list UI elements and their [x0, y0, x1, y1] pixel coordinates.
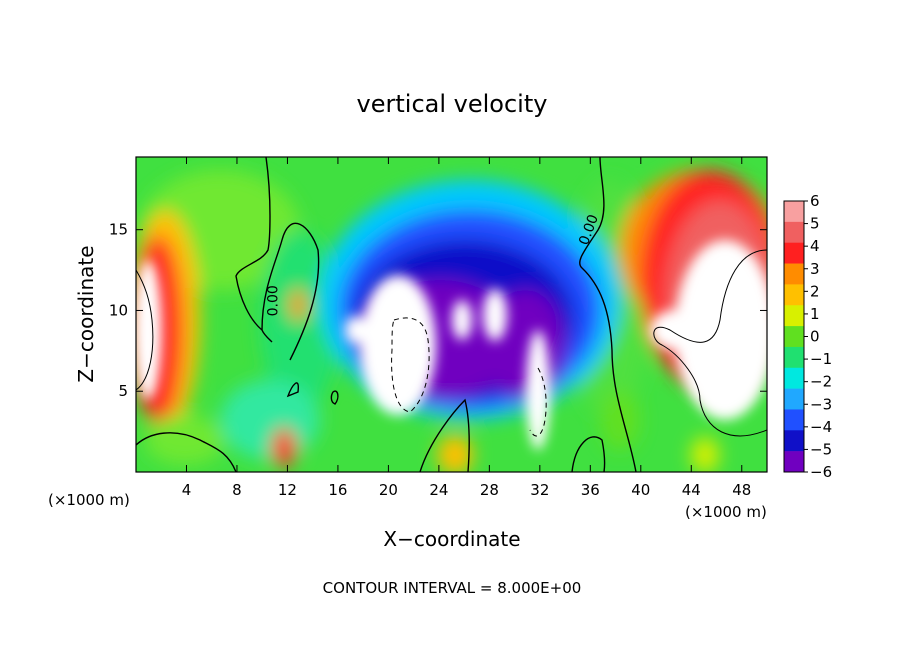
colorbar-label: 3: [810, 260, 820, 278]
contour-zero-small-1: [286, 382, 300, 398]
contour-pos-left: [136, 269, 154, 391]
colorbar: 6 5 4 3 2 1 0 −1 −2 −3 −4 −5 −6: [783, 192, 832, 481]
contour-pos-right: [653, 249, 767, 437]
contour-label-left: 0.00: [265, 285, 281, 316]
contour-zero-small-2: [330, 390, 339, 405]
colorbar-cell: [784, 367, 804, 389]
y-tick-label: 15: [109, 221, 128, 239]
x-tick-label: 16: [328, 481, 347, 499]
colorbar-label: −1: [810, 350, 832, 368]
x-tick-label: 4: [182, 481, 192, 499]
colorbar-label: 5: [810, 215, 820, 233]
colorbar-label: −5: [810, 440, 832, 458]
plot-frame: [135, 156, 768, 473]
colorbar-cell: [784, 409, 804, 431]
x-tick-label: 8: [232, 481, 242, 499]
x-tick-label: 40: [631, 481, 650, 499]
contour-interval-note: CONTOUR INTERVAL = 8.000E+00: [323, 579, 582, 597]
contour-zero-mid-left: [235, 157, 273, 343]
x-tick-label: 20: [379, 481, 398, 499]
colorbar-label: −6: [810, 463, 832, 481]
colorbar-label: −3: [810, 395, 832, 413]
x-tick-label: 12: [278, 481, 297, 499]
colorbar-label: 2: [810, 282, 820, 300]
colorbar-cell: [784, 284, 804, 306]
field-peaks: [136, 240, 767, 450]
y-tick-label: 5: [118, 382, 128, 400]
x-axis-ticks: 4 8 12 16 20 24 28 32 36 40 44 48: [182, 157, 751, 499]
x-tick-label: 32: [530, 481, 549, 499]
contour-zero-mid-right: [261, 222, 320, 361]
colorbar-cell: [784, 388, 804, 410]
contour-neg-right: [529, 367, 547, 437]
x-axis-label: X−coordinate: [383, 527, 520, 551]
colorbar-label: −4: [810, 418, 832, 436]
contour-lines: [136, 157, 767, 472]
colorbar-cell: [784, 326, 804, 348]
x-tick-label: 44: [682, 481, 701, 499]
colorbar-label: 0: [810, 328, 820, 346]
y-tick-label: 10: [109, 301, 128, 319]
x-tick-label: 28: [480, 481, 499, 499]
y-axis-ticks: 5 10 15: [109, 221, 767, 400]
colorbar-cell: [784, 346, 804, 369]
colorbar-cell: [784, 242, 804, 264]
contour-zero-right: [579, 157, 637, 472]
colorbar-cell: [784, 305, 804, 327]
contour-zero-bottom-1: [419, 398, 470, 472]
x-unit-right: (×1000 m): [685, 503, 767, 521]
colorbar-label: 4: [810, 237, 820, 255]
colorbar-cell: [784, 430, 804, 452]
colorbar-cell: [784, 451, 804, 473]
colorbar-cell: [784, 263, 804, 285]
chart-title: vertical velocity: [357, 90, 548, 118]
y-axis-label: Z−coordinate: [74, 245, 98, 382]
x-tick-label: 36: [581, 481, 600, 499]
plot-area: 0.00 0.00: [136, 157, 767, 472]
x-tick-label: 24: [429, 481, 448, 499]
colorbar-cell: [784, 201, 804, 223]
colorbar-cell: [784, 221, 804, 243]
contour-zero-bottom-2: [571, 436, 606, 472]
x-tick-label: 48: [732, 481, 751, 499]
colorbar-label: 6: [810, 192, 820, 210]
colorbar-label: 1: [810, 305, 820, 323]
colorbar-label: −2: [810, 373, 832, 391]
contour-neg-center: [391, 317, 430, 413]
x-unit-left: (×1000 m): [48, 491, 130, 509]
contour-zero-left: [136, 432, 237, 472]
